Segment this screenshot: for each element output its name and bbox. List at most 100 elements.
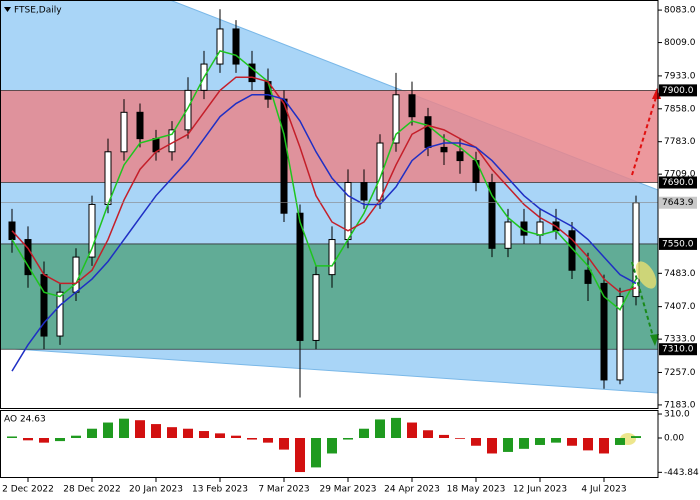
ao-bar [295,438,305,473]
candle-body [184,89,192,131]
x-tick-label: 12 Jun 2023 [513,485,567,495]
ao-bar [151,424,161,439]
ao-bar [103,422,113,439]
ao-bar [279,438,289,450]
ao-bar [135,420,145,439]
down-arrow-head [650,334,659,346]
candle-body [120,111,128,153]
y-tick-label: 7483.0 [664,269,696,279]
candle-body [424,116,432,148]
ao-bar [359,428,369,439]
channel-lower [0,347,659,394]
candle-body [136,111,144,140]
y-tick-label: 8083.0 [664,6,696,16]
candle-body [24,239,32,276]
ao-frame [0,410,659,478]
chart-title: FTSE,Daily [14,6,62,16]
menu-icon [4,7,11,12]
candle-body [296,212,304,341]
candle-body [280,98,288,214]
candle-body [360,182,368,201]
ao-bar [199,431,209,439]
level-tag [659,237,697,250]
ao-bar [391,417,401,439]
candle-body [440,146,448,153]
ao-bar [39,438,49,443]
x-tick-label: 13 Feb 2023 [192,485,248,495]
candle-body [504,221,512,249]
ao-bar [423,430,433,439]
ao-bar [535,438,545,445]
ao-bar [167,427,177,439]
candle-body [312,274,320,341]
candle-body [88,203,96,258]
candle-body [392,94,400,144]
ao-bar [615,438,625,445]
ao-bar [327,438,337,454]
ao-bar [455,438,465,439]
candle-body [72,256,80,293]
x-tick-label: 2 Dec 2022 [2,485,54,495]
highlight [635,261,657,289]
ao-bar [263,438,273,443]
y-tick-label: 7407.0 [664,302,696,312]
ao-bar [583,438,593,451]
price-tag [659,196,697,209]
ao-bar [471,438,481,446]
ao-bar [551,438,561,443]
main-frame [0,0,659,409]
moving-average [11,50,637,311]
ao-bar [87,428,97,439]
x-tick-label: 24 Apr 2023 [384,485,440,495]
candle-body [248,63,256,83]
y-tick-label: -443.84 [664,468,699,478]
y-tick-label: 7333.0 [664,335,696,345]
ao-bar [407,422,417,439]
candle-body [584,269,592,284]
ao-bar [375,419,385,439]
candle-body [56,291,64,337]
ao-bar [55,438,65,442]
ao-bar [215,433,225,439]
candle-body [104,151,112,205]
candle-body [616,296,624,381]
y-tick-label: 7183.0 [664,400,696,410]
up-arrow-head [652,88,661,99]
ao-bar [599,438,609,454]
ao-bar [247,438,257,440]
candle-body [328,239,336,276]
ao-bar [567,438,577,446]
candle-body [536,221,544,236]
x-tick-label: 28 Dec 2022 [63,485,121,495]
candle-body [216,28,224,65]
x-tick-label: 29 Mar 2023 [319,485,376,495]
ao-bar [487,438,497,454]
candle-body [408,94,416,118]
y-tick-label: 8009.0 [664,38,696,48]
level-label: 7550.0 [662,239,694,249]
y-tick-label: 310.0 [664,410,690,420]
x-tick-label: 20 Jan 2023 [129,485,183,495]
y-tick-label: 0.00 [664,434,684,444]
level-label: 7900.0 [662,86,694,96]
level-tag [659,176,697,189]
price-label: 7643.9 [662,198,694,208]
ao-bar [119,418,129,439]
level-label: 7310.0 [662,345,694,355]
level-label: 7690.0 [662,178,694,188]
plot-layer [0,9,658,398]
y-tick-label: 7933.0 [664,71,696,81]
y-tick-label: 7257.0 [664,368,696,378]
ao-bar [311,438,321,468]
ao-bar [183,428,193,439]
moving-average [11,94,637,372]
ao-bar [439,434,449,439]
level-tag [659,343,697,356]
up-arrow [631,93,658,176]
ao-bar [519,438,529,449]
ao-title: AO 24.63 [4,415,46,425]
ao-bar [71,435,81,439]
candle-body [456,151,464,162]
ao-bar [231,435,241,439]
